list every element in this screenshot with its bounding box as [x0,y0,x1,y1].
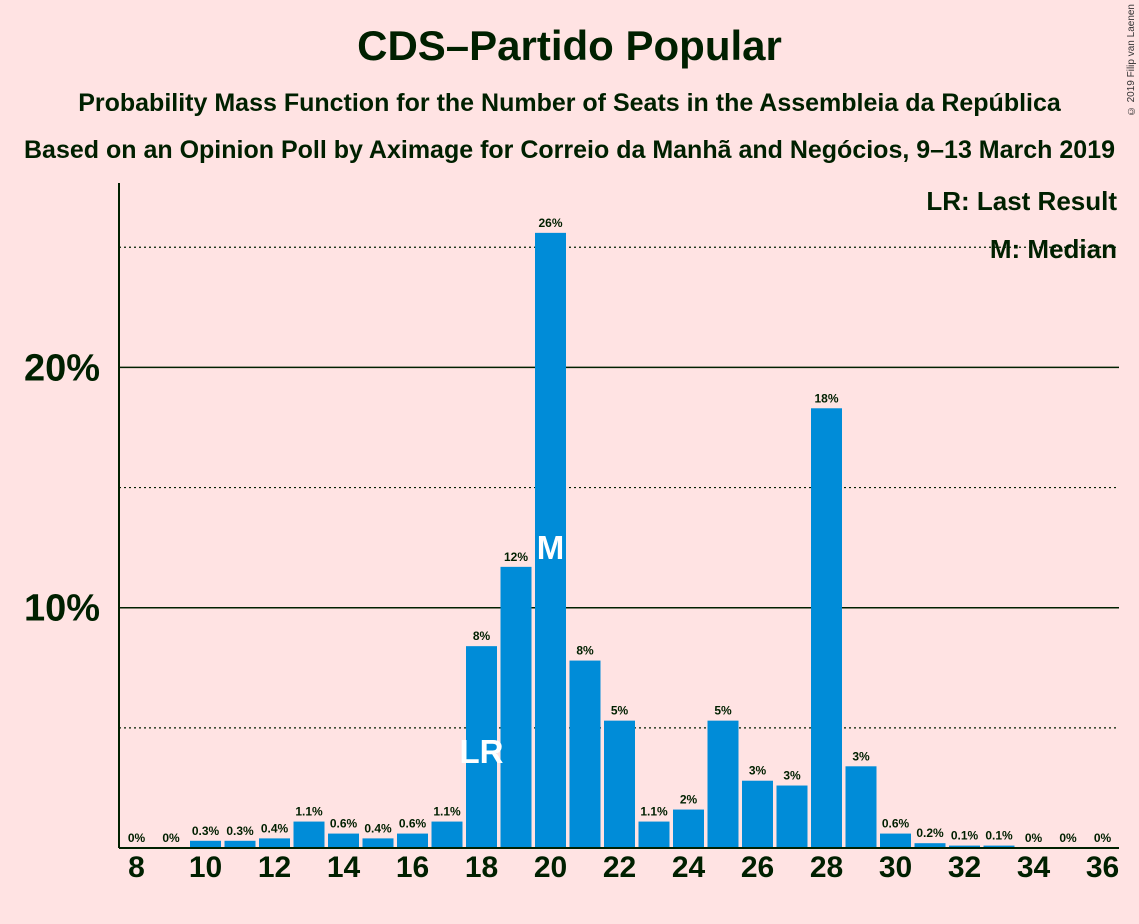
bar-value-label: 5% [714,704,732,718]
bar [880,833,911,848]
bar [190,840,221,848]
y-tick-label: 20% [24,347,100,389]
bar-value-label: 0.6% [882,817,910,831]
legend-last-result: LR: Last Result [926,186,1117,216]
bar-value-label: 0.3% [226,824,254,838]
bar [673,809,704,848]
bar-value-label: 0% [1059,831,1077,845]
x-tick-label: 34 [1017,851,1051,884]
bar-value-label: 0.3% [192,824,220,838]
x-tick-label: 26 [741,851,774,884]
bar [397,833,428,848]
median-marker: M [537,529,565,566]
bar [328,833,359,848]
bar-value-label: 3% [852,749,870,763]
bar [431,821,463,848]
bar-value-label: 1.1% [640,805,668,819]
bar-value-label: 0.4% [261,821,289,835]
chart-subtitle: Probability Mass Function for the Number… [78,89,1061,117]
bar [569,660,601,848]
bar [224,840,256,848]
bar-value-label: 12% [504,550,528,564]
bar-value-label: 0.1% [951,829,979,843]
x-tick-label: 12 [258,851,291,884]
bar-value-label: 0.6% [330,817,358,831]
x-tick-label: 16 [396,851,429,884]
chart-source-line: Based on an Opinion Poll by Aximage for … [23,136,1115,164]
bar [811,408,842,848]
bar-value-label: 0% [1094,831,1112,845]
bar-value-label: 0.1% [985,829,1013,843]
chart-title: CDS–Partido Popular [357,22,782,69]
bar-value-label: 18% [814,391,838,405]
bar [949,845,980,848]
bar-value-label: 8% [473,629,491,643]
bar-value-label: 0.4% [364,821,392,835]
bar-value-label: 26% [538,216,562,230]
bar-value-label: 2% [680,793,698,807]
bar-value-label: 0% [128,831,146,845]
bar-value-label: 0% [162,831,180,845]
x-tick-label: 32 [948,851,981,884]
x-tick-label: 8 [128,851,145,884]
bar-value-label: 1.1% [295,805,323,819]
bar [638,821,670,848]
x-tick-label: 18 [465,851,498,884]
y-tick-label: 10% [24,588,100,630]
bar-value-label: 0% [1025,831,1043,845]
bar [259,838,290,848]
bar [293,821,325,848]
x-tick-label: 36 [1086,851,1119,884]
last-result-marker: LR [460,733,504,770]
bar [535,232,566,849]
bar-value-label: 0.2% [916,826,944,840]
bar [466,646,497,848]
bar [914,843,946,848]
legend-median: M: Median [990,234,1117,264]
bar-value-label: 3% [749,764,767,778]
bar [845,766,877,848]
bar-value-label: 3% [783,769,801,783]
bar [707,720,739,848]
bar [983,845,1015,848]
bar-value-label: 0.6% [399,817,427,831]
x-tick-label: 22 [603,851,636,884]
bar-value-label: 5% [611,704,629,718]
x-tick-label: 28 [810,851,843,884]
x-tick-label: 20 [534,851,567,884]
bar [776,785,808,848]
x-tick-label: 24 [672,851,706,884]
bar [500,566,532,848]
x-tick-label: 30 [879,851,912,884]
x-tick-label: 10 [189,851,222,884]
x-tick-label: 14 [327,851,361,884]
bar-value-label: 8% [576,644,594,658]
bar [742,780,773,848]
bar-value-label: 1.1% [433,805,461,819]
bar [362,838,394,848]
bar [604,720,635,848]
